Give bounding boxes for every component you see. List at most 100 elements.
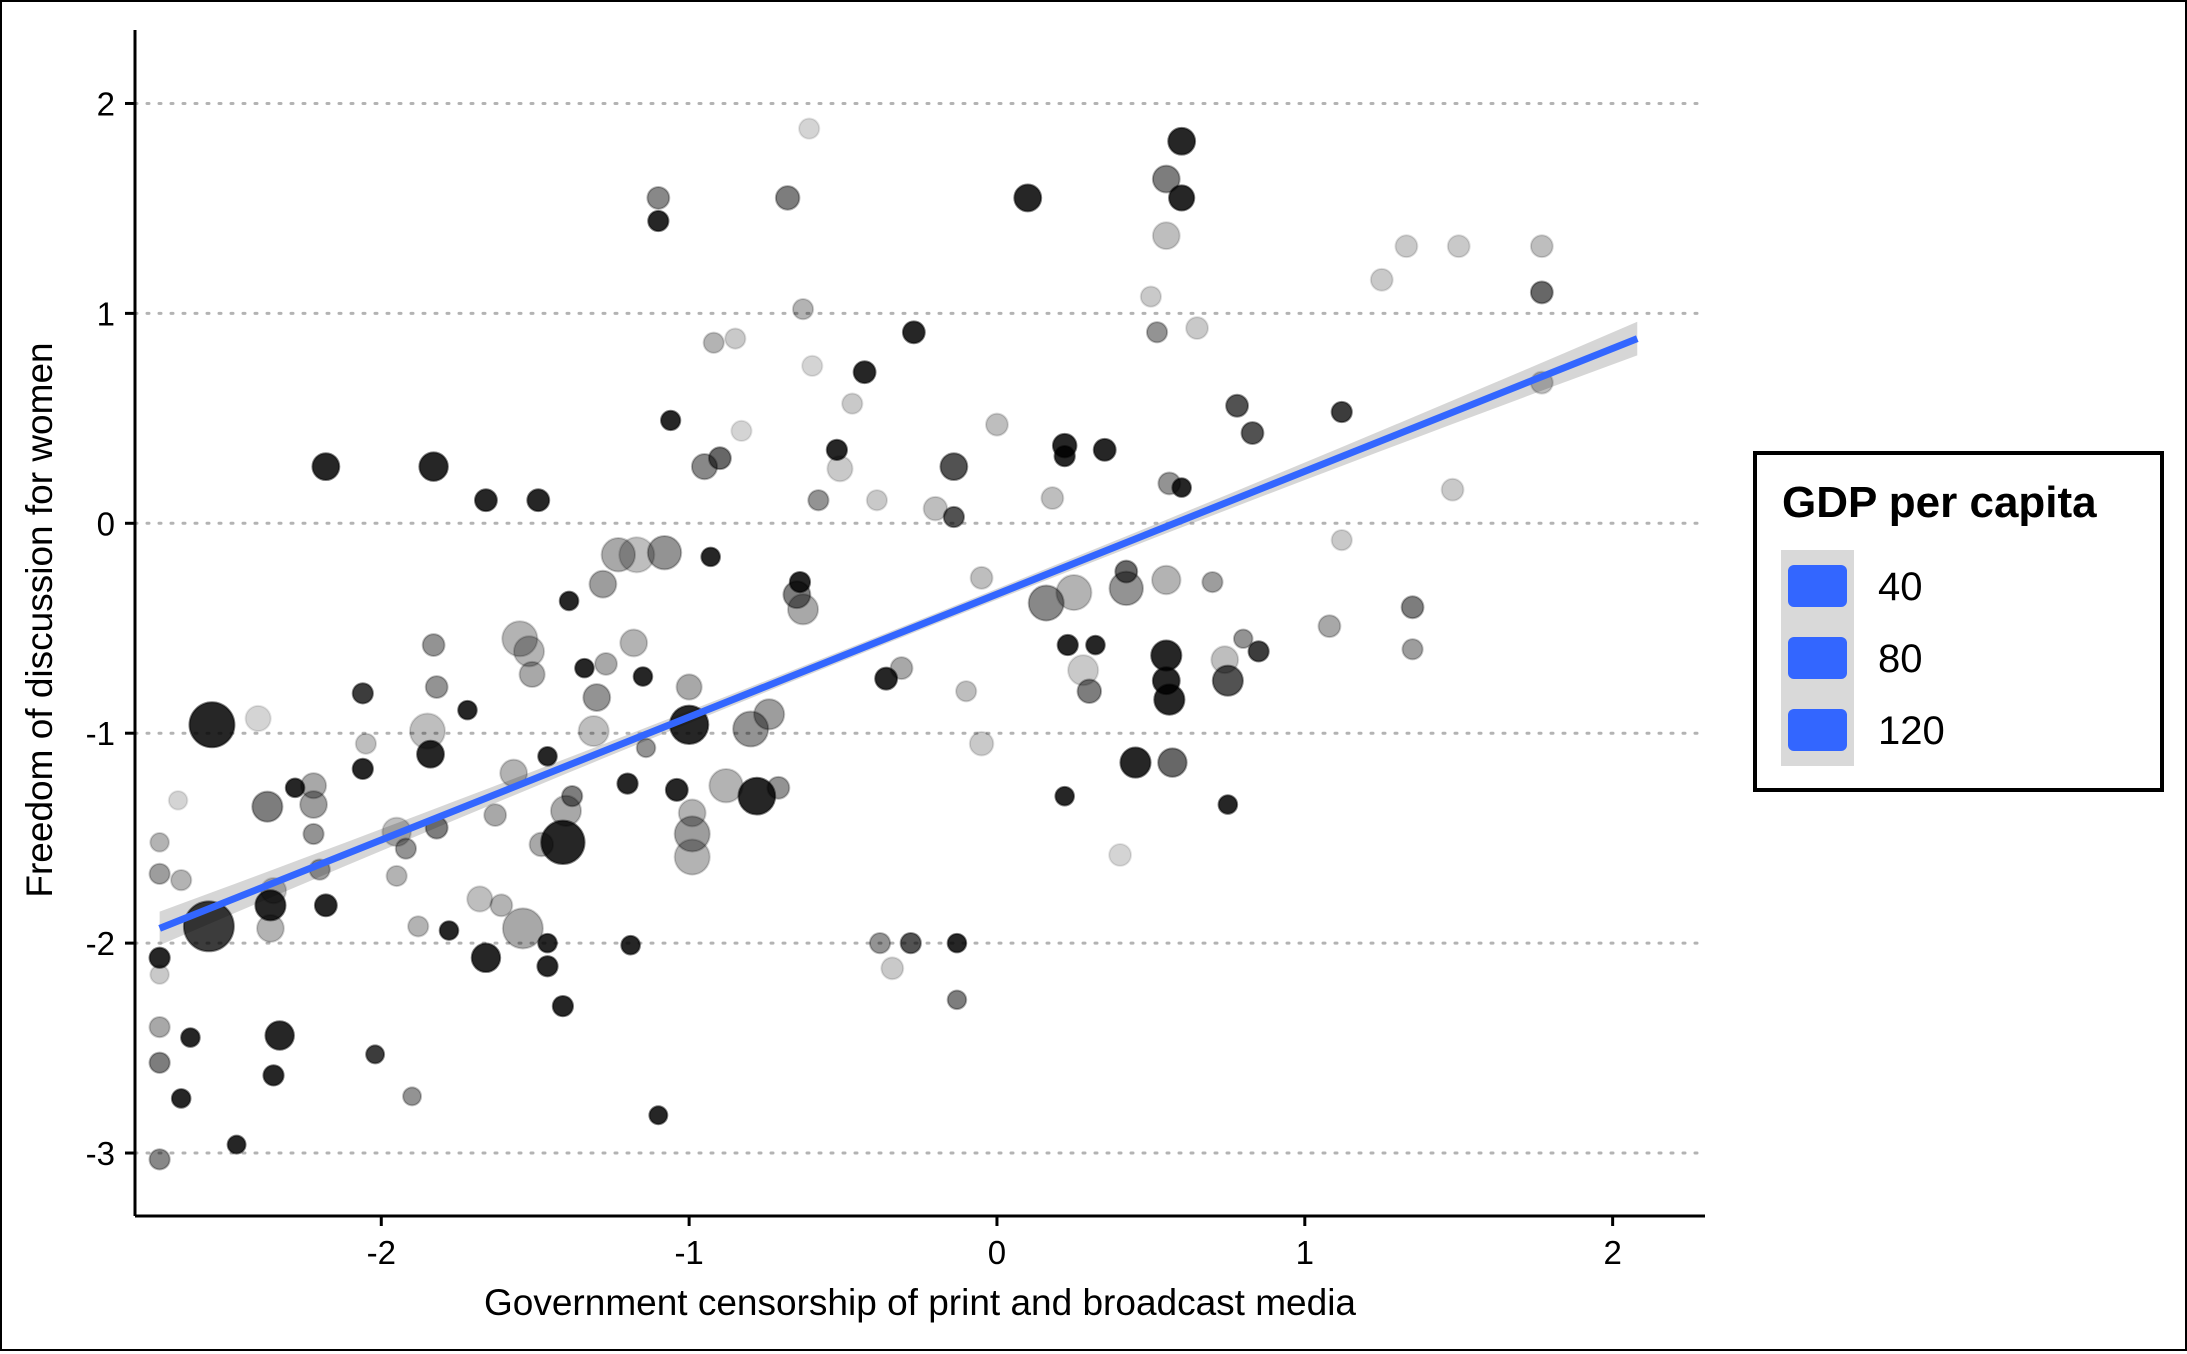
data-point — [262, 1064, 285, 1087]
data-point — [1400, 595, 1425, 620]
data-point — [648, 1105, 669, 1126]
data-point — [473, 488, 498, 513]
data-point — [354, 732, 378, 755]
data-point — [148, 1051, 171, 1074]
data-point — [1119, 746, 1152, 779]
data-point — [526, 488, 551, 513]
legend-label: 80 — [1878, 637, 1923, 681]
data-point — [1317, 614, 1342, 639]
data-point — [647, 209, 670, 233]
data-point — [1247, 640, 1270, 663]
data-point — [1108, 843, 1133, 867]
data-point — [1157, 747, 1188, 778]
legend-entries: 40 80 120 — [1788, 565, 1945, 753]
data-point — [1139, 285, 1163, 308]
data-point — [299, 790, 328, 819]
data-point — [407, 915, 430, 938]
data-point — [577, 715, 610, 748]
x-tick-label: -2 — [367, 1234, 396, 1271]
data-point — [394, 837, 418, 860]
data-point — [1151, 164, 1181, 194]
data-point — [1167, 126, 1197, 156]
legend-key — [1788, 709, 1847, 751]
y-tick-label: 2 — [97, 85, 115, 122]
data-point — [841, 392, 864, 415]
data-point — [1401, 638, 1424, 661]
y-axis-title: Freedom of discussion for women — [19, 342, 60, 897]
data-point — [774, 185, 801, 211]
data-point — [254, 889, 287, 922]
data-point — [899, 931, 922, 955]
data-point — [226, 1134, 247, 1155]
data-point — [1240, 421, 1265, 445]
data-point — [788, 570, 812, 594]
data-point — [1076, 678, 1103, 704]
data-point — [786, 593, 820, 626]
y-tick-label: -1 — [86, 715, 115, 752]
data-point — [826, 455, 854, 483]
data-point — [424, 675, 449, 699]
data-point — [616, 772, 639, 795]
tick-labels: -3 -2 -1 0 1 2 -2 -1 0 1 2 — [86, 85, 1622, 1271]
data-point — [1201, 570, 1224, 594]
data-point — [264, 1020, 295, 1051]
data-point — [1217, 794, 1239, 815]
data-point — [732, 710, 770, 748]
axes — [133, 30, 1705, 1218]
data-point — [402, 1086, 423, 1107]
data-point — [244, 704, 272, 733]
data-point — [939, 452, 969, 482]
data-point — [852, 360, 877, 385]
data-point — [170, 869, 193, 892]
data-point — [594, 651, 618, 676]
data-point — [889, 656, 914, 681]
data-point — [313, 893, 338, 918]
data-point — [574, 657, 595, 679]
data-point — [1446, 234, 1471, 259]
data-point — [438, 920, 460, 941]
data-point — [148, 862, 171, 885]
data-point — [1232, 628, 1254, 650]
data-point — [1330, 400, 1353, 424]
data-point — [537, 932, 558, 954]
data-point — [1151, 564, 1182, 596]
y-tick-label: -2 — [86, 925, 115, 962]
data-point — [365, 1044, 386, 1065]
data-point — [351, 682, 374, 705]
data-point — [707, 446, 732, 471]
data-point — [540, 819, 586, 866]
data-point — [766, 775, 791, 800]
data-point — [536, 955, 559, 978]
gridlines — [133, 101, 1707, 1155]
data-point — [418, 451, 449, 482]
data-point — [311, 452, 341, 482]
data-point — [673, 815, 711, 853]
data-point — [807, 489, 830, 512]
data-point — [825, 438, 849, 461]
data-point — [385, 864, 408, 888]
x-axis-title: Government censorship of print and broad… — [484, 1282, 1356, 1323]
data-point — [946, 932, 968, 954]
data-point — [512, 635, 546, 668]
x-tick-label: 2 — [1603, 1234, 1621, 1271]
data-point — [1210, 645, 1240, 675]
y-tick-label: 1 — [97, 295, 115, 332]
legend-key — [1788, 565, 1847, 607]
y-tick-label: 0 — [97, 505, 115, 542]
data-point — [588, 569, 618, 599]
data-point — [351, 757, 374, 781]
data-point — [558, 590, 580, 612]
data-point — [170, 1088, 192, 1109]
data-point — [635, 737, 657, 759]
data-point — [646, 534, 683, 571]
data-point — [946, 989, 968, 1011]
data-points — [148, 117, 1554, 1171]
data-point — [801, 354, 824, 377]
data-point — [518, 660, 546, 689]
data-point — [561, 785, 584, 808]
data-point — [1529, 280, 1554, 305]
legend-title: GDP per capita — [1782, 478, 2097, 527]
data-point — [1211, 664, 1244, 697]
legend-key — [1788, 637, 1847, 679]
